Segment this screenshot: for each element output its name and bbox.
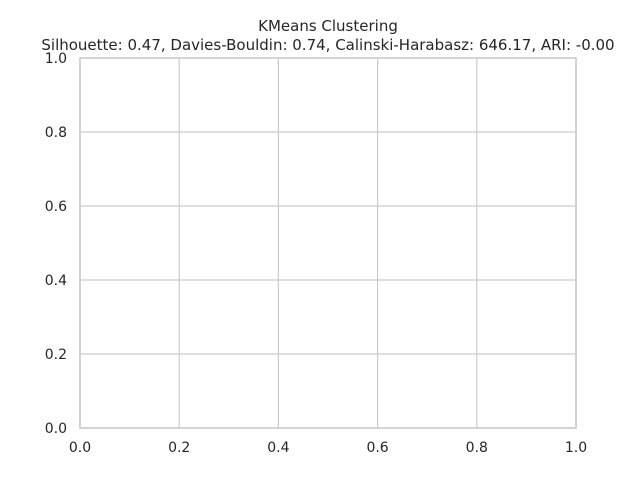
y-tick-label: 0.8 [45,125,67,141]
y-tick-labels: 0.0 0.2 0.4 0.6 0.8 1.0 [45,51,67,437]
grid-layer [79,57,577,429]
y-tick-label: 0.4 [45,273,67,289]
chart-subtitle: Silhouette: 0.47, Davies-Bouldin: 0.74, … [41,36,614,54]
y-tick-label: 0.2 [45,347,67,363]
y-tick-label: 0.6 [45,199,67,215]
plot-area [79,57,577,429]
x-tick-label: 0.6 [366,440,388,456]
x-tick-label: 0.2 [168,440,190,456]
y-tick-label: 0.0 [45,421,67,437]
chart-title: KMeans Clustering [258,17,398,35]
x-tick-label: 0.0 [69,440,91,456]
x-tick-label: 0.4 [267,440,289,456]
x-tick-label: 1.0 [565,440,587,456]
y-tick-label: 1.0 [45,51,67,67]
x-tick-label: 0.8 [466,440,488,456]
x-tick-labels: 0.0 0.2 0.4 0.6 0.8 1.0 [69,440,587,456]
